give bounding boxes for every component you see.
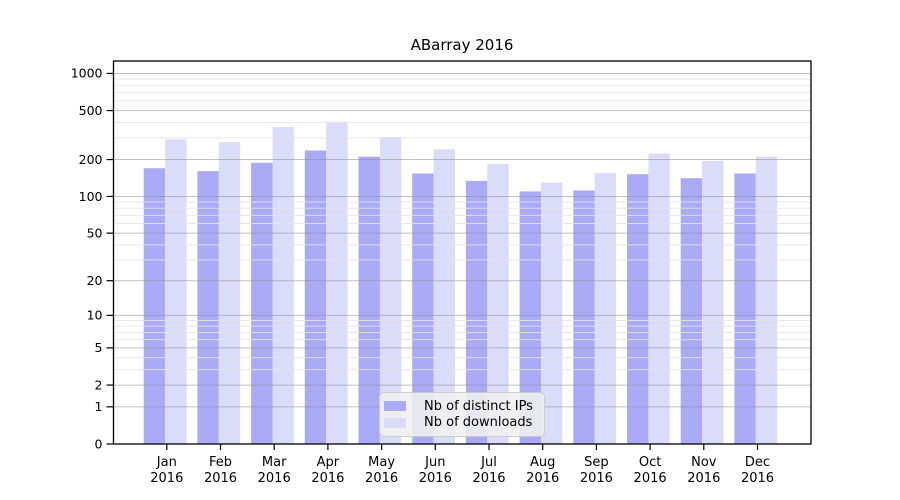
y-tick-label: 5 bbox=[95, 340, 103, 355]
bar-distinct_ips-may bbox=[358, 156, 380, 445]
x-tick-label-year: 2016 bbox=[526, 471, 559, 486]
bar-downloads-nov bbox=[702, 160, 724, 444]
x-tick-label-year: 2016 bbox=[419, 471, 452, 486]
x-tick-label-year: 2016 bbox=[258, 471, 291, 486]
bar-distinct_ips-dec bbox=[734, 173, 756, 445]
y-tick-label: 100 bbox=[79, 189, 103, 204]
legend-label-downloads: Nb of downloads bbox=[424, 415, 533, 431]
legend-swatch-distinct-ips bbox=[384, 401, 406, 412]
bar-downloads-apr bbox=[326, 121, 348, 444]
chart-title: ABarray 2016 bbox=[410, 36, 514, 54]
bar-distinct_ips-oct bbox=[627, 174, 649, 444]
bar-downloads-jan bbox=[165, 139, 187, 444]
bar-distinct_ips-aug bbox=[519, 191, 541, 444]
legend-swatch-downloads bbox=[384, 417, 406, 428]
bar-distinct_ips-apr bbox=[304, 150, 327, 445]
bar-distinct_ips-mar bbox=[251, 162, 273, 444]
x-tick-label-year: 2016 bbox=[634, 471, 667, 486]
x-tick-label-month: May bbox=[368, 455, 395, 470]
x-tick-label-month: Sep bbox=[584, 455, 609, 470]
y-tick-label: 1000 bbox=[71, 66, 103, 81]
plot-frame bbox=[112, 60, 812, 445]
x-tick-label-month: Feb bbox=[209, 455, 232, 470]
bar-distinct_ips-feb bbox=[197, 171, 219, 445]
y-tick-label: 200 bbox=[79, 152, 103, 167]
bar-distinct_ips-sep bbox=[573, 190, 595, 444]
y-tick-label: 50 bbox=[87, 225, 103, 240]
x-tick-label-year: 2016 bbox=[204, 471, 237, 486]
y-tick-label: 500 bbox=[79, 103, 103, 118]
legend-label-distinct-ips: Nb of distinct IPs bbox=[424, 398, 533, 414]
x-tick-label-year: 2016 bbox=[472, 471, 505, 486]
y-tick-label: 1 bbox=[95, 399, 103, 414]
bar-downloads-may bbox=[379, 137, 402, 444]
legend-item-distinct-ips: Nb of distinct IPs bbox=[384, 399, 544, 414]
bar-downloads-oct bbox=[648, 153, 670, 444]
y-tick-label: 20 bbox=[87, 273, 103, 288]
bar-distinct_ips-nov bbox=[680, 178, 703, 444]
x-tick-label-year: 2016 bbox=[580, 471, 613, 486]
legend: Nb of distinct IPs Nb of downloads bbox=[379, 392, 545, 437]
bar-downloads-aug bbox=[541, 182, 563, 444]
x-tick-label-month: Mar bbox=[262, 455, 287, 470]
legend-item-downloads: Nb of downloads bbox=[384, 415, 544, 430]
bar-downloads-dec bbox=[755, 156, 778, 445]
x-tick-label-month: Nov bbox=[691, 455, 717, 470]
x-tick-label-year: 2016 bbox=[741, 471, 774, 486]
x-tick-label-year: 2016 bbox=[365, 471, 398, 486]
y-tick-label: 2 bbox=[95, 377, 103, 392]
x-tick-label-month: Oct bbox=[639, 455, 661, 470]
bar-distinct_ips-jan bbox=[143, 168, 166, 444]
bar-downloads-sep bbox=[594, 172, 617, 444]
x-tick-label-month: Jan bbox=[156, 455, 177, 470]
x-tick-label-month: Jun bbox=[424, 455, 445, 470]
x-tick-label-year: 2016 bbox=[150, 471, 183, 486]
x-tick-label-month: Aug bbox=[530, 455, 555, 470]
bar-distinct_ips-jul bbox=[465, 180, 488, 444]
y-tick-label: 0 bbox=[95, 436, 103, 451]
x-tick-label-year: 2016 bbox=[687, 471, 720, 486]
bar-distinct_ips-jun bbox=[412, 173, 434, 445]
x-tick-label-month: Apr bbox=[317, 455, 340, 470]
bar-downloads-jul bbox=[487, 164, 509, 445]
x-tick-label-year: 2016 bbox=[311, 471, 344, 486]
bar-downloads-feb bbox=[218, 141, 241, 444]
x-tick-label-month: Dec bbox=[745, 455, 770, 470]
y-tick-label: 10 bbox=[87, 308, 103, 323]
bar-downloads-mar bbox=[272, 126, 294, 445]
x-tick-label-month: Jul bbox=[480, 455, 497, 470]
